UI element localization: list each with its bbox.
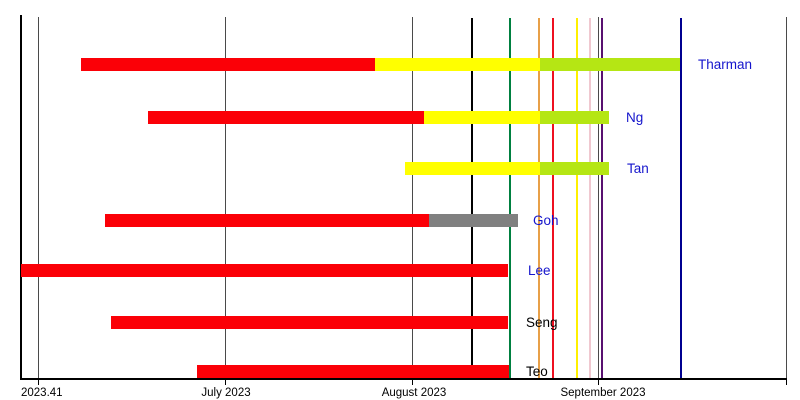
- event-line-yellow: [576, 18, 578, 378]
- event-line-pink: [589, 18, 591, 378]
- x-axis-line: [20, 378, 787, 380]
- tick-label: 2023.41: [21, 387, 63, 399]
- bar-segment-tharman-red: [81, 58, 375, 71]
- tick-label: September 2023: [560, 387, 646, 399]
- bar-segment-tan-yellow: [405, 162, 540, 175]
- event-line-green: [509, 18, 511, 378]
- bar-segment-goh-red: [105, 214, 429, 227]
- event-line-red: [552, 18, 554, 378]
- event-line-orange: [538, 18, 540, 378]
- axis-tick: [786, 378, 787, 385]
- axis-tick: [225, 378, 226, 385]
- bar-segment-seng-red: [111, 316, 508, 329]
- row-label-lee: Lee: [528, 263, 551, 278]
- row-label-ng: Ng: [626, 110, 644, 125]
- bar-segment-tharman-yellow: [375, 58, 540, 71]
- row-label-goh: Goh: [533, 213, 559, 228]
- gridline: [598, 17, 599, 378]
- bar-segment-ng-yellow: [424, 111, 540, 124]
- gridline: [38, 17, 39, 378]
- event-line-black: [471, 18, 473, 378]
- bar-segment-tharman-greenyellow: [540, 58, 680, 71]
- row-label-tharman: Tharman: [698, 57, 753, 72]
- event-line-purple: [601, 18, 603, 378]
- row-label-seng: Seng: [526, 315, 558, 330]
- bar-segment-goh-gray: [429, 214, 518, 227]
- bar-segment-ng-greenyellow: [540, 111, 609, 124]
- bar-segment-tan-greenyellow: [540, 162, 609, 175]
- gridline: [412, 17, 413, 378]
- tick-label: July 2023: [201, 387, 251, 399]
- y-axis-line: [20, 15, 22, 380]
- gridline: [786, 17, 787, 378]
- axis-tick: [598, 378, 599, 385]
- bar-segment-teo-red: [197, 365, 509, 378]
- row-label-tan: Tan: [627, 161, 649, 176]
- gridline: [225, 17, 226, 378]
- bar-segment-lee-red: [21, 264, 508, 277]
- bar-segment-ng-red: [148, 111, 424, 124]
- axis-tick: [412, 378, 413, 385]
- row-label-teo: Teo: [526, 364, 548, 379]
- axis-tick: [38, 378, 39, 385]
- tick-label: August 2023: [381, 387, 447, 399]
- event-line-navy: [680, 18, 682, 378]
